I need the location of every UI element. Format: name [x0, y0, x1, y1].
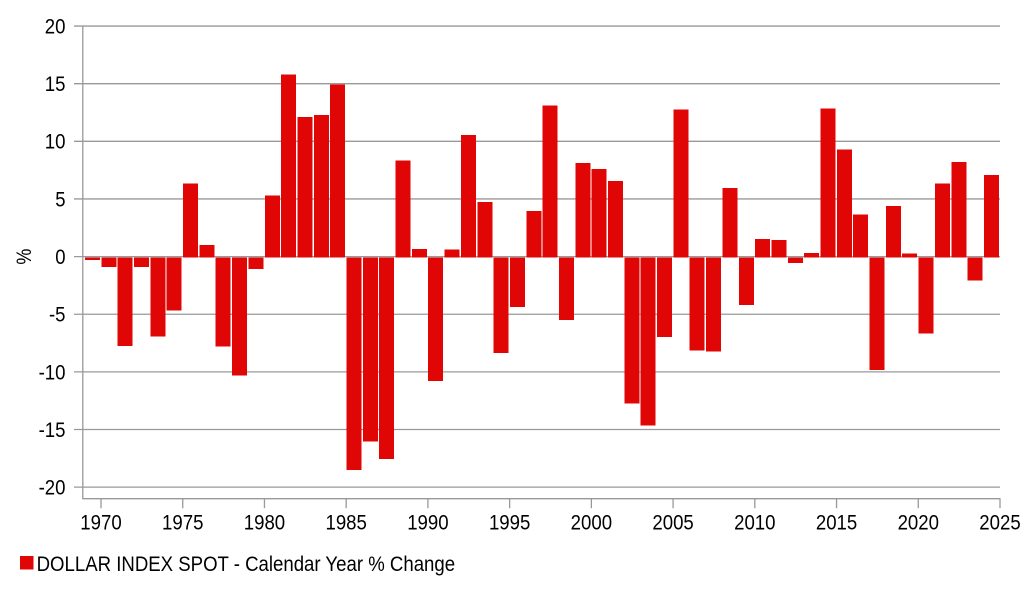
svg-text:0: 0	[55, 246, 65, 269]
svg-text:1990: 1990	[407, 511, 448, 534]
svg-text:2000: 2000	[571, 511, 612, 534]
svg-text:20: 20	[45, 15, 66, 38]
svg-text:DOLLAR INDEX SPOT - Calendar Y: DOLLAR INDEX SPOT - Calendar Year % Chan…	[37, 553, 456, 576]
svg-text:-10: -10	[39, 361, 66, 384]
svg-text:-5: -5	[49, 304, 66, 327]
svg-text:2025: 2025	[979, 511, 1020, 534]
svg-text:2015: 2015	[816, 511, 857, 534]
svg-text:5: 5	[55, 188, 65, 211]
svg-text:10: 10	[45, 131, 66, 154]
svg-text:-20: -20	[39, 477, 66, 500]
svg-text:2010: 2010	[734, 511, 775, 534]
svg-text:1975: 1975	[162, 511, 203, 534]
svg-text:-15: -15	[39, 419, 66, 442]
svg-text:2020: 2020	[898, 511, 939, 534]
svg-text:%: %	[13, 249, 36, 265]
svg-text:1995: 1995	[489, 511, 530, 534]
svg-text:1980: 1980	[244, 511, 285, 534]
svg-text:15: 15	[45, 73, 66, 96]
svg-text:2005: 2005	[652, 511, 693, 534]
svg-text:1970: 1970	[80, 511, 121, 534]
svg-text:1985: 1985	[325, 511, 366, 534]
